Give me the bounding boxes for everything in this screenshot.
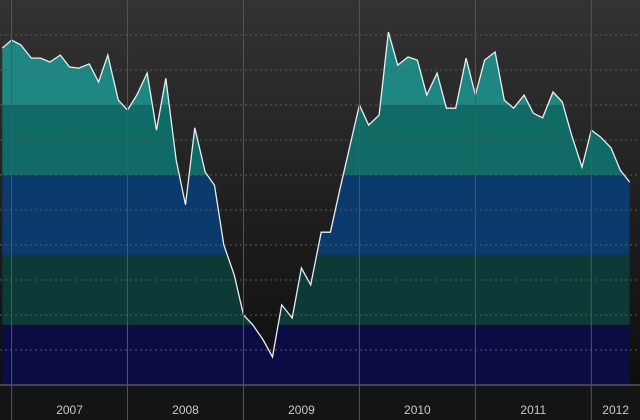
x-tick-label: 2009 — [288, 403, 315, 417]
area-outline — [1, 31, 631, 359]
x-tick-label: 2008 — [172, 403, 199, 417]
x-tick-label: 2010 — [404, 403, 431, 417]
x-axis-band — [0, 385, 640, 420]
value-band — [2, 324, 630, 385]
decor-grid — [0, 34, 640, 351]
value-band — [2, 254, 630, 325]
x-tick-label: 2011 — [520, 403, 546, 417]
x-tick-label: 2012 — [602, 403, 629, 417]
x-tick-label: 2007 — [56, 403, 83, 417]
